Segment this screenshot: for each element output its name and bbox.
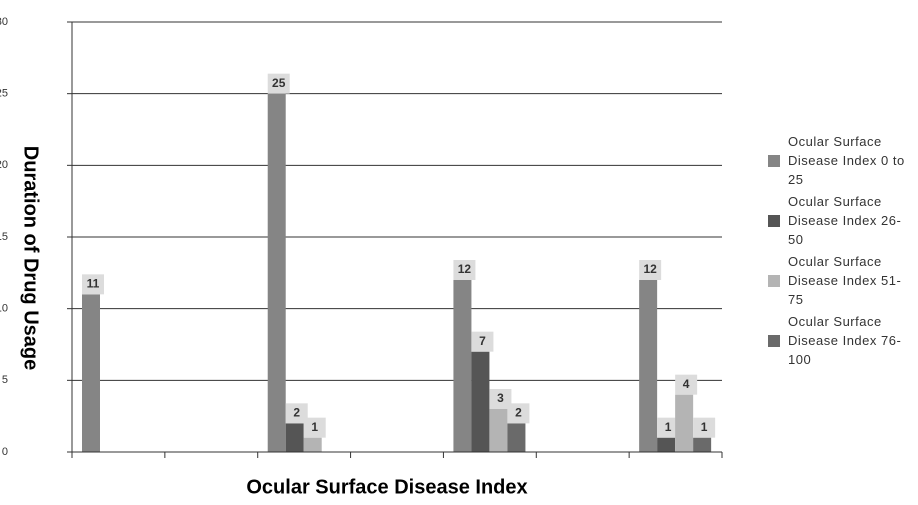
- bar: [285, 423, 304, 452]
- legend-item: Ocular Surface Disease Index 76-100: [768, 312, 913, 369]
- data-label: 1: [311, 420, 318, 434]
- data-label-box: [507, 403, 530, 424]
- bar: [693, 437, 712, 452]
- data-label-box: [303, 417, 326, 438]
- data-label: 2: [515, 406, 522, 420]
- data-label-box: [453, 260, 476, 280]
- data-label-box: [82, 274, 104, 295]
- bar: [657, 437, 676, 452]
- data-label: 12: [458, 262, 472, 276]
- y-tick-label: 20: [0, 159, 8, 171]
- legend-item: Ocular Surface Disease Index 51-75: [768, 252, 913, 309]
- data-label-box: [285, 403, 308, 424]
- data-label-box: [693, 417, 716, 438]
- data-label-box: [639, 260, 662, 280]
- legend-swatch: [768, 274, 780, 287]
- data-label: 2: [293, 406, 300, 420]
- legend-swatch: [768, 334, 780, 347]
- y-tick-label: 0: [2, 446, 8, 458]
- data-label: 1: [665, 420, 672, 434]
- y-tick-label: 30: [0, 16, 8, 28]
- y-tick-label: 25: [0, 88, 8, 100]
- data-label-box: [489, 389, 512, 409]
- data-label-box: [471, 331, 494, 352]
- data-label-box: [267, 73, 290, 94]
- data-label: 7: [479, 334, 486, 348]
- bar: [507, 423, 526, 452]
- data-label: 3: [497, 391, 504, 405]
- data-label: 25: [272, 76, 286, 90]
- legend-label: Ocular Surface Disease Index 26-50: [788, 194, 902, 247]
- data-label: 4: [683, 377, 690, 391]
- bar: [471, 351, 490, 452]
- x-axis-title: Ocular Surface Disease Index: [246, 476, 527, 498]
- bar: [303, 437, 322, 452]
- bar: [639, 280, 658, 452]
- data-label: 1: [701, 420, 708, 434]
- y-tick-label: 15: [0, 231, 8, 243]
- legend-swatch: [768, 214, 780, 227]
- bar: [267, 93, 286, 453]
- legend-label: Ocular Surface Disease Index 51-75: [788, 254, 902, 307]
- bar: [489, 409, 508, 452]
- y-axis-title: Duration of Drug Usage: [20, 146, 42, 370]
- bar: [675, 394, 694, 452]
- data-label: 12: [643, 262, 657, 276]
- legend-label: Ocular Surface Disease Index 0 to 25: [788, 134, 905, 187]
- y-tick-label: 10: [0, 303, 8, 315]
- legend-item: Ocular Surface Disease Index 26-50: [768, 192, 913, 249]
- legend-item: Ocular Surface Disease Index 0 to 25: [768, 132, 913, 189]
- y-tick-label: 5: [2, 374, 8, 386]
- legend-swatch: [768, 154, 780, 167]
- legend: Ocular Surface Disease Index 0 to 25 Ocul…: [768, 132, 913, 372]
- legend-label: Ocular Surface Disease Index 76-100: [788, 314, 902, 367]
- bar: [82, 294, 100, 452]
- data-label: 11: [87, 277, 100, 291]
- bar: [453, 280, 472, 452]
- data-label-box: [675, 374, 698, 395]
- data-label-box: [657, 417, 680, 438]
